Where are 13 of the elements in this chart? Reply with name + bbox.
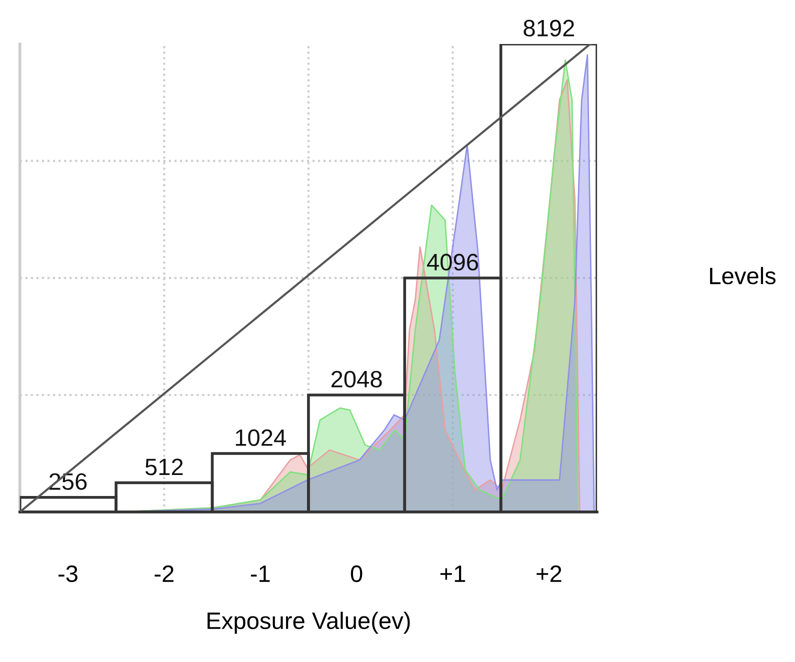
data-label: 512	[145, 458, 183, 476]
x-tick-label: +1	[440, 566, 466, 582]
y-axis-title: Levels	[710, 266, 776, 284]
data-label: 2048	[331, 370, 382, 388]
x-axis-title: Exposure Value(ev)	[208, 612, 410, 634]
data-label: 8192	[524, 20, 574, 37]
x-tick-label: +2	[536, 565, 562, 582]
x-tick-label: -3	[58, 565, 78, 582]
x-tick-label: -2	[154, 565, 174, 582]
data-label: 1024	[236, 429, 286, 446]
data-label: 4096	[427, 254, 478, 271]
x-tick-label: 0	[350, 565, 362, 582]
x-tick-label: -1	[250, 566, 270, 582]
